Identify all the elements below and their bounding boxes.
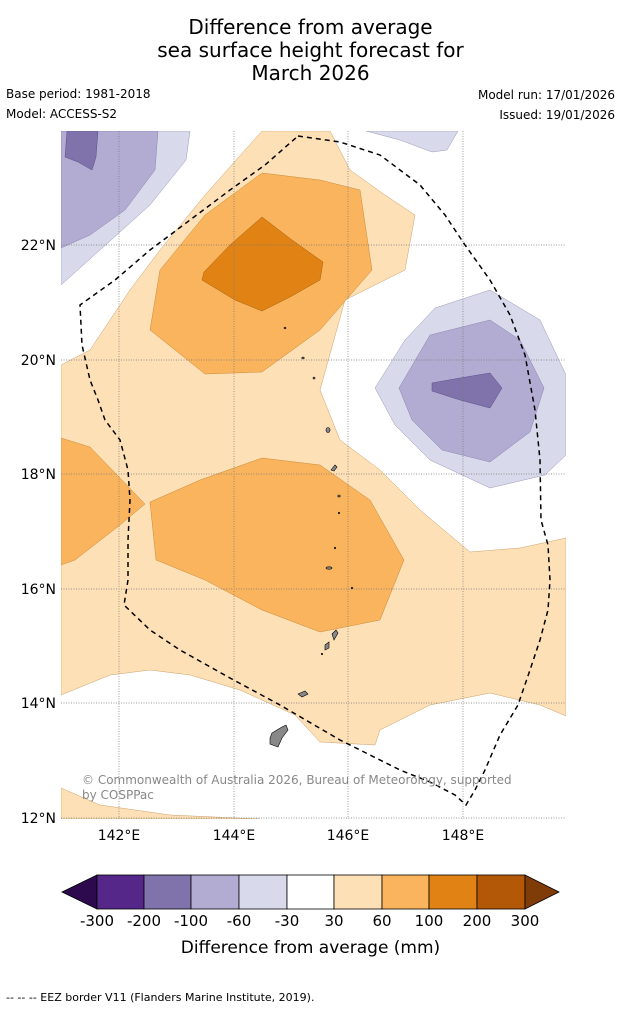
island bbox=[350, 586, 354, 590]
islands bbox=[269, 326, 354, 748]
island bbox=[331, 629, 339, 641]
contour-100-200 bbox=[201, 216, 324, 312]
contour-neg-100-200-nw bbox=[64, 131, 99, 171]
colorbar-label: 30 bbox=[324, 912, 344, 930]
lat-label-18n: 18°N bbox=[21, 467, 56, 483]
copyright-line-1: © Commonwealth of Australia 2026, Bureau… bbox=[82, 773, 512, 787]
colorbar-extend-high bbox=[524, 874, 560, 910]
lon-tick-labels: 142°E 144°E 146°E 148°E bbox=[98, 828, 485, 844]
lat-tick-labels: 22°N 20°N 18°N 16°N 14°N 12°N bbox=[21, 238, 56, 827]
chart-title: Difference from average sea surface heig… bbox=[0, 16, 621, 85]
lat-label-12n: 12°N bbox=[21, 811, 56, 827]
issued-date: Issued: 19/01/2026 bbox=[499, 108, 615, 122]
island bbox=[320, 652, 324, 656]
gridlines bbox=[61, 131, 566, 819]
island bbox=[337, 494, 341, 498]
colorbar bbox=[61, 874, 560, 910]
colorbar-bin-30-60 bbox=[333, 874, 383, 910]
eez-border bbox=[79, 135, 551, 807]
copyright-line-2: by COSPPac bbox=[82, 788, 154, 802]
colorbar-extend-low bbox=[61, 874, 98, 910]
colorbar-bin-60-100 bbox=[381, 874, 430, 910]
island bbox=[325, 566, 333, 570]
island bbox=[333, 546, 337, 550]
contour-layer: © Commonwealth of Australia 2026, Bureau… bbox=[61, 131, 566, 819]
eez-legend: -- -- -- EEZ border V11 (Flanders Marine… bbox=[6, 991, 315, 1004]
colorbar-label: -300 bbox=[79, 912, 115, 930]
colorbar-bin-neg30-30 bbox=[286, 874, 335, 910]
island bbox=[337, 511, 341, 515]
colorbar-bin-neg200-neg100 bbox=[143, 874, 192, 910]
colorbar-label: 300 bbox=[510, 912, 540, 930]
lon-label-144e: 144°E bbox=[213, 828, 256, 844]
island bbox=[330, 464, 338, 472]
island bbox=[324, 641, 330, 651]
model-run: Model run: 17/01/2026 bbox=[477, 88, 615, 102]
colorbar-label: 200 bbox=[462, 912, 492, 930]
colorbar-title: Difference from average (mm) bbox=[180, 938, 441, 958]
lat-label-20n: 20°N bbox=[21, 353, 56, 369]
island bbox=[325, 427, 331, 433]
lat-label-16n: 16°N bbox=[21, 582, 56, 598]
colorbar-bin-neg60-neg30 bbox=[238, 874, 288, 910]
contour-neg-30-60-top bbox=[365, 131, 459, 153]
lon-label-142e: 142°E bbox=[98, 828, 141, 844]
lat-label-22n: 22°N bbox=[21, 238, 56, 254]
island bbox=[301, 356, 305, 360]
model-name: Model: ACCESS-S2 bbox=[6, 107, 118, 121]
lat-label-14n: 14°N bbox=[21, 696, 56, 712]
lon-label-148e: 148°E bbox=[442, 828, 485, 844]
colorbar-label: -30 bbox=[274, 912, 300, 930]
colorbar-label: -100 bbox=[173, 912, 209, 930]
island bbox=[283, 326, 287, 330]
island bbox=[312, 376, 316, 380]
title-line-3: March 2026 bbox=[251, 61, 370, 85]
lon-label-146e: 146°E bbox=[327, 828, 370, 844]
contour-60-100-west bbox=[61, 437, 146, 566]
base-period: Base period: 1981-2018 bbox=[6, 87, 151, 101]
colorbar-label: -60 bbox=[226, 912, 252, 930]
contour-30-60-bottom bbox=[61, 787, 261, 819]
colorbar-bin-neg100-neg60 bbox=[190, 874, 240, 910]
colorbar-bin-200-300 bbox=[476, 874, 526, 910]
contour-neg-100-200-east bbox=[431, 372, 503, 409]
colorbar-bin-100-200 bbox=[428, 874, 478, 910]
title-line-2: sea surface height forecast for bbox=[157, 38, 464, 62]
island bbox=[297, 690, 309, 698]
colorbar-label: -200 bbox=[126, 912, 162, 930]
contour-60-100-south bbox=[149, 457, 405, 633]
colorbar-bin-neg300-neg200 bbox=[96, 874, 145, 910]
colorbar-label: 60 bbox=[372, 912, 392, 930]
island-guam bbox=[269, 724, 289, 748]
title-line-1: Difference from average bbox=[188, 15, 433, 39]
colorbar-label: 100 bbox=[414, 912, 444, 930]
